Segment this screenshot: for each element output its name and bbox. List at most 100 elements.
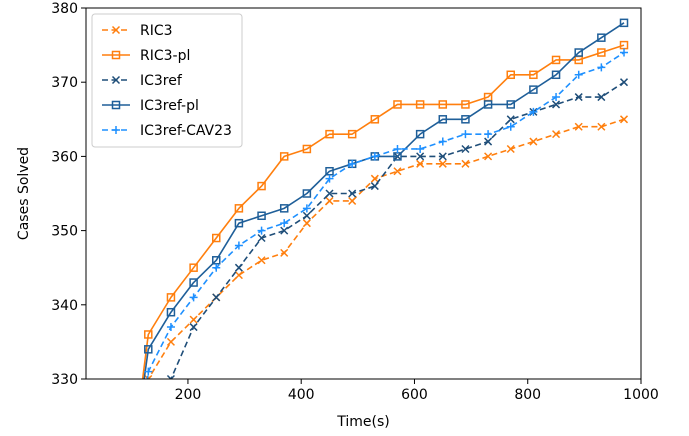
x-tick-label: 800 — [514, 387, 541, 403]
data-point — [461, 159, 470, 168]
y-tick-label: 330 — [51, 372, 78, 388]
legend-box — [91, 13, 243, 148]
data-point — [506, 122, 515, 131]
data-point — [302, 219, 311, 228]
data-point — [257, 181, 266, 191]
data-point — [574, 48, 583, 57]
legend-marker — [111, 50, 121, 60]
data-point — [234, 263, 243, 272]
data-point — [302, 204, 311, 213]
legend-marker — [111, 100, 121, 110]
series-line — [170, 81, 625, 379]
data-point — [144, 367, 153, 376]
data-point — [416, 159, 425, 168]
data-point — [280, 248, 289, 257]
data-point — [620, 48, 629, 57]
data-point — [144, 345, 153, 354]
data-point — [574, 93, 583, 102]
data-point — [619, 78, 629, 87]
x-tick-label: 400 — [288, 387, 315, 403]
data-point — [257, 226, 266, 235]
data-point — [257, 211, 266, 221]
data-point — [166, 293, 176, 302]
data-point — [416, 152, 425, 161]
data-point — [144, 374, 153, 379]
data-point — [597, 93, 606, 102]
data-point — [438, 137, 447, 146]
data-point — [529, 107, 538, 116]
data-point — [144, 330, 153, 339]
data-point — [189, 278, 198, 287]
data-point — [348, 196, 357, 205]
data-point — [393, 144, 402, 153]
data-point — [325, 174, 334, 183]
data-point — [506, 100, 515, 109]
x-axis-label: Time(s) — [336, 414, 389, 430]
data-point — [552, 100, 561, 109]
data-point — [257, 256, 266, 265]
y-axis-label: Cases Solved — [16, 147, 32, 240]
data-point — [257, 233, 266, 243]
data-point — [370, 115, 380, 124]
data-point — [325, 196, 334, 205]
data-point — [551, 55, 561, 65]
series-line — [141, 44, 625, 379]
ticks-layer: 200 400 600 800 1000 330 340 350 360 370 380 — [51, 1, 659, 403]
data-point — [234, 218, 244, 228]
data-point — [393, 167, 402, 176]
data-point — [280, 219, 289, 228]
data-point — [279, 204, 289, 213]
data-point — [370, 182, 379, 191]
y-tick-label: 380 — [51, 1, 78, 17]
data-point — [529, 85, 538, 94]
data-point — [234, 271, 243, 280]
data-point — [347, 129, 357, 139]
data-point — [484, 152, 493, 161]
data-point — [461, 100, 470, 109]
data-point — [574, 122, 583, 131]
data-point — [189, 263, 198, 272]
data-point — [370, 174, 379, 183]
legend-marker — [112, 126, 120, 134]
data-point — [393, 100, 402, 109]
legend-label: IC3ref-pl — [140, 98, 199, 114]
data-point — [302, 189, 312, 198]
series-ric3 — [144, 115, 629, 379]
legend-marker — [111, 75, 121, 85]
data-point — [348, 159, 357, 168]
data-point — [302, 211, 311, 220]
data-point — [212, 263, 221, 272]
data-point — [415, 100, 425, 109]
data-point — [619, 18, 629, 28]
legend: RIC3 RIC3-pl IC3ref IC3ref-pl IC3ref-CAV23 — [91, 13, 243, 148]
y-tick-label: 360 — [51, 149, 78, 165]
series-ic3ref-cav23 — [144, 48, 629, 379]
legend-label: RIC3 — [140, 23, 173, 39]
legend-marker — [111, 25, 121, 35]
data-point — [483, 100, 493, 109]
data-point — [325, 129, 334, 139]
data-point — [166, 307, 176, 317]
data-point — [506, 115, 515, 124]
data-point — [461, 144, 470, 154]
data-point — [552, 93, 561, 102]
data-point — [461, 115, 470, 124]
y-tick-label: 370 — [51, 75, 78, 91]
data-point — [438, 159, 447, 168]
data-point — [325, 189, 334, 198]
plot-frame — [85, 7, 642, 380]
data-point — [438, 100, 448, 109]
data-point — [506, 144, 515, 154]
x-tick-label: 1000 — [623, 387, 659, 403]
x-tick-label: 600 — [401, 387, 428, 403]
data-point — [619, 115, 629, 124]
x-tick-label: 200 — [175, 387, 202, 403]
data-point — [166, 337, 175, 346]
series-layer — [141, 18, 629, 379]
data-point — [212, 293, 221, 302]
data-point — [461, 130, 470, 139]
data-point — [280, 226, 289, 235]
data-point — [189, 315, 198, 324]
legend-label: RIC3-pl — [140, 48, 190, 64]
